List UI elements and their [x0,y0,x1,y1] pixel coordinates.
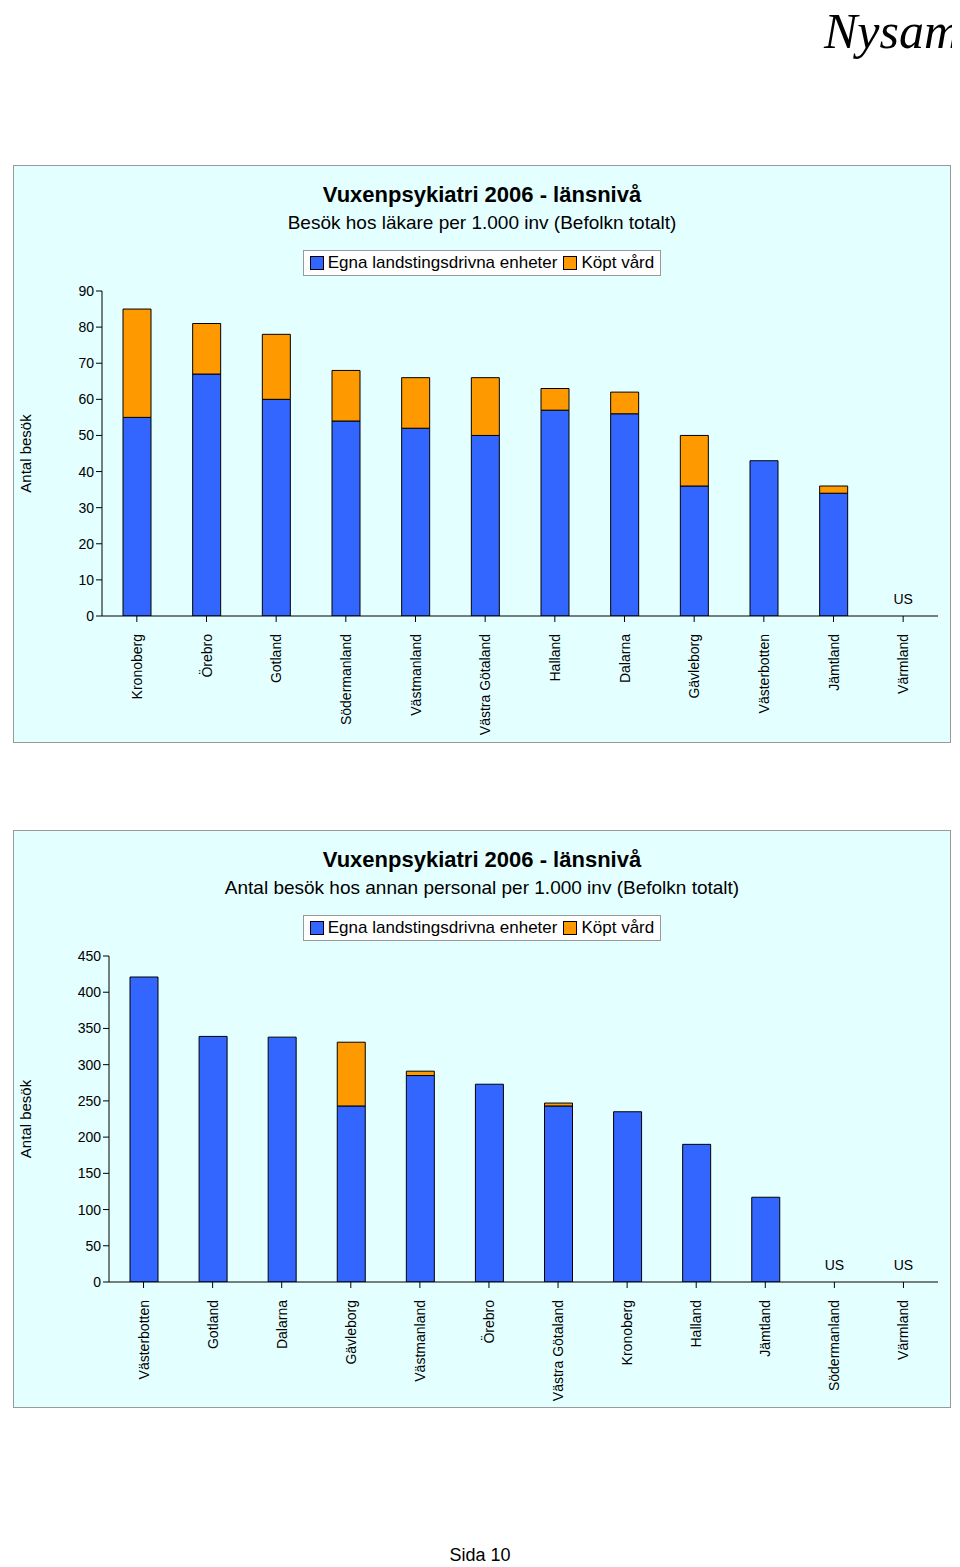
svg-text:250: 250 [78,1093,102,1109]
svg-text:Gotland: Gotland [268,634,284,683]
svg-text:Värmland: Värmland [895,634,911,694]
svg-text:Örebro: Örebro [480,1300,497,1344]
html-text:Antal besök hos annan personal: Antal besök hos annan personal per 1.000… [224,877,740,898]
svg-text:US: US [825,1257,844,1273]
html-text:Egna landstingsdrivna enheter: Egna landstingsdrivna enheter [327,918,558,937]
svg-text:150: 150 [78,1165,102,1181]
html-text:Nysam: Nysam [823,3,960,59]
html-text:Vuxenpsykiatri 2006 - länsnivå: Vuxenpsykiatri 2006 - länsnivå [322,847,642,872]
svg-text:Örebro: Örebro [198,634,215,678]
svg-text:Västra Götaland: Västra Götaland [477,634,493,735]
svg-text:Västerbotten: Västerbotten [756,634,772,713]
svg-text:US: US [893,591,912,607]
svg-text:50: 50 [85,1238,101,1254]
svg-text:Dalarna: Dalarna [617,634,633,683]
svg-text:200: 200 [78,1129,102,1145]
svg-text:50: 50 [78,427,94,443]
svg-text:Dalarna: Dalarna [274,1300,290,1349]
svg-text:US: US [894,1257,913,1273]
svg-text:Antal besök: Antal besök [17,1079,34,1158]
svg-text:10: 10 [78,572,94,588]
html-text:Vuxenpsykiatri 2006 - länsnivå: Vuxenpsykiatri 2006 - länsnivå [322,182,642,207]
svg-text:90: 90 [78,283,94,299]
svg-text:40: 40 [78,464,94,480]
svg-text:400: 400 [78,984,102,1000]
svg-text:Södermanland: Södermanland [338,634,354,725]
html-text:Köpt vård: Köpt vård [581,918,655,937]
svg-text:Halland: Halland [547,634,563,681]
svg-text:Värmland: Värmland [895,1300,911,1360]
html-text:Sida 10: Sida 10 [449,1545,511,1565]
html-text:Egna landstingsdrivna enheter: Egna landstingsdrivna enheter [327,253,558,272]
html-text:Köpt vård: Köpt vård [581,253,655,272]
svg-text:300: 300 [78,1057,102,1073]
svg-text:Kronoberg: Kronoberg [129,634,145,699]
svg-text:Gävleborg: Gävleborg [686,634,702,699]
svg-text:80: 80 [78,319,94,335]
svg-text:Västerbotten: Västerbotten [136,1300,152,1379]
svg-text:0: 0 [86,608,94,624]
html-text:Besök hos läkare per 1.000 inv: Besök hos läkare per 1.000 inv (Befolkn … [287,212,677,233]
svg-text:Jämtland: Jämtland [757,1300,773,1357]
svg-text:450: 450 [78,948,102,964]
svg-text:Antal besök: Antal besök [17,414,34,493]
svg-text:Kronoberg: Kronoberg [619,1300,635,1365]
svg-text:Jämtland: Jämtland [826,634,842,691]
svg-text:Västmanland: Västmanland [412,1300,428,1382]
svg-text:100: 100 [78,1202,102,1218]
svg-text:30: 30 [78,500,94,516]
svg-text:Gotland: Gotland [205,1300,221,1349]
svg-text:20: 20 [78,536,94,552]
svg-text:350: 350 [78,1020,102,1036]
svg-text:Västmanland: Västmanland [408,634,424,716]
svg-text:60: 60 [78,391,94,407]
svg-text:Gävleborg: Gävleborg [343,1300,359,1365]
svg-text:Västra Götaland: Västra Götaland [550,1300,566,1401]
svg-text:Halland: Halland [688,1300,704,1347]
svg-text:Södermanland: Södermanland [826,1300,842,1391]
svg-text:70: 70 [78,355,94,371]
svg-text:0: 0 [93,1274,101,1290]
